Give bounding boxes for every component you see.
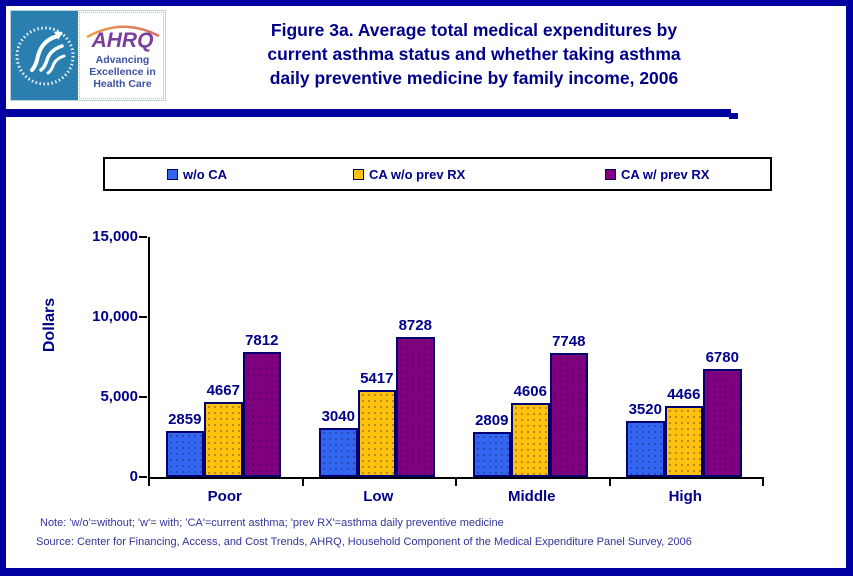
x-axis-line bbox=[148, 477, 764, 479]
tagline-line: Health Care bbox=[93, 78, 152, 90]
legend-item-ca-w-prev-rx: CA w/ prev RX bbox=[605, 159, 709, 189]
bar-value-label: 7748 bbox=[552, 333, 586, 350]
category-label: High bbox=[668, 488, 702, 505]
figure-title-line: current asthma status and whether taking… bbox=[267, 44, 681, 64]
bar-value-label: 3520 bbox=[628, 401, 662, 418]
legend-swatch-purple bbox=[605, 168, 616, 180]
bar-middle-w-o-ca bbox=[472, 432, 511, 477]
x-tick-mark bbox=[608, 479, 611, 486]
figure-title-line: Figure 3a. Average total medical expendi… bbox=[270, 20, 678, 40]
x-tick-mark bbox=[148, 479, 150, 486]
note-text: Note: 'w/o'=without; 'w'= with; 'CA'=cur… bbox=[40, 517, 504, 529]
ahrq-tagline: Advancing Excellence in Health Care bbox=[89, 54, 156, 90]
tagline-line: Advancing bbox=[95, 54, 150, 66]
y-tick-mark bbox=[139, 236, 147, 238]
bar-value-label: 2809 bbox=[475, 412, 509, 429]
header-divider bbox=[6, 109, 731, 117]
category-label: Low bbox=[363, 488, 394, 505]
bar-value-label: 2859 bbox=[168, 411, 202, 428]
bar-value-label: 8728 bbox=[398, 317, 432, 334]
bar-middle-ca-w-o-prev-rx bbox=[511, 403, 550, 477]
bar-poor-ca-w-o-prev-rx bbox=[204, 402, 243, 477]
legend: w/o CA CA w/o prev RX CA w/ prev RX bbox=[103, 157, 772, 191]
x-tick-mark bbox=[455, 479, 457, 486]
tagline-line: Excellence in bbox=[89, 66, 156, 78]
legend-label: CA w/o prev RX bbox=[369, 166, 466, 182]
bar-value-label: 4466 bbox=[667, 386, 701, 403]
bar-high-ca-w-o-prev-rx bbox=[664, 406, 703, 477]
y-tick-mark bbox=[139, 476, 147, 478]
y-axis-title: Dollars bbox=[41, 297, 58, 353]
source-text: Source: Center for Financing, Access, an… bbox=[36, 536, 692, 548]
bar-chart: Dollars 0 5,000 10,000 15,000 2859 4667 7812 Po… bbox=[6, 6, 846, 568]
y-tick-label: 0 bbox=[129, 468, 138, 485]
y-tick-label: 15,000 bbox=[92, 228, 138, 245]
y-tick-label: 10,000 bbox=[92, 308, 138, 325]
hhs-eagle-icon bbox=[15, 26, 74, 85]
ahrq-logo-panel: AHRQ Advancing Excellence in Health Care bbox=[78, 11, 165, 100]
bar-low-ca-w-prev-rx bbox=[396, 337, 435, 477]
figure-title-line: daily preventive medicine by family inco… bbox=[269, 68, 679, 88]
figure-title: Figure 3a. Average total medical expendi… bbox=[224, 18, 724, 90]
bar-value-label: 7812 bbox=[245, 332, 279, 349]
category-label: Poor bbox=[207, 488, 242, 505]
category-label: Middle bbox=[508, 488, 556, 505]
bar-value-label: 3040 bbox=[321, 408, 355, 425]
header-divider-shadow bbox=[729, 113, 738, 119]
y-axis-line bbox=[148, 237, 150, 479]
y-tick-mark bbox=[139, 396, 147, 398]
legend-swatch-blue bbox=[167, 168, 178, 180]
legend-swatch-yellow bbox=[353, 168, 364, 180]
bar-middle-ca-w-prev-rx bbox=[549, 353, 588, 477]
bar-value-label: 4667 bbox=[206, 382, 240, 399]
y-tick-label: 5,000 bbox=[100, 388, 138, 405]
x-tick-mark bbox=[301, 479, 304, 486]
bar-value-label: 6780 bbox=[705, 349, 739, 366]
bar-low-w-o-ca bbox=[319, 428, 358, 477]
legend-item-wo-ca: w/o CA bbox=[167, 159, 227, 189]
ahrq-wordmark: AHRQ bbox=[91, 29, 154, 52]
legend-label: w/o CA bbox=[183, 166, 228, 182]
bar-low-ca-w-o-prev-rx bbox=[357, 390, 396, 477]
bar-poor-ca-w-prev-rx bbox=[242, 352, 281, 477]
legend-item-ca-wo-prev-rx: CA w/o prev RX bbox=[353, 159, 465, 189]
bar-high-ca-w-prev-rx bbox=[703, 369, 742, 477]
hhs-logo-square bbox=[11, 11, 78, 100]
y-tick-mark bbox=[139, 316, 147, 318]
x-tick-mark bbox=[762, 479, 764, 486]
hhs-ahrq-logo: AHRQ Advancing Excellence in Health Care bbox=[10, 10, 166, 101]
bar-poor-w-o-ca bbox=[165, 431, 204, 477]
bar-high-w-o-ca bbox=[626, 421, 665, 477]
ahrq-rainbow-arc-icon bbox=[85, 25, 160, 39]
legend-label: CA w/ prev RX bbox=[621, 166, 710, 182]
bar-value-label: 4606 bbox=[513, 383, 547, 400]
bar-value-label: 5417 bbox=[360, 370, 394, 387]
